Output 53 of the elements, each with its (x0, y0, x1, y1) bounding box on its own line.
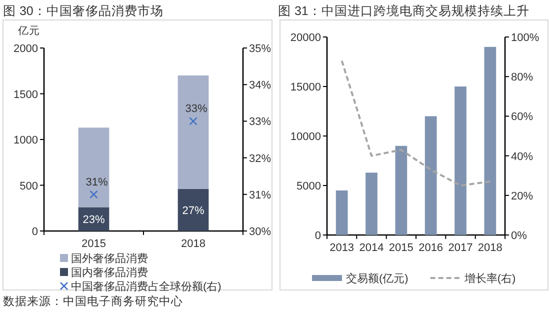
y2-tick-label: 80% (511, 72, 534, 84)
y-tick-label: 1000 (14, 134, 38, 146)
y2-tick-label: 100% (511, 32, 540, 44)
x-tick-label: 2018 (478, 242, 502, 254)
x-tick-label: 2016 (418, 242, 444, 254)
legend-label: 交易额(亿元) (346, 272, 408, 285)
y-tick-label: 500 (20, 180, 38, 192)
chart-title: 图 30：中国奢侈品消费市场 (3, 4, 164, 18)
y2-tick-label: 0% (511, 230, 528, 242)
source-note: 数据来源：中国电子商务研究中心 (3, 294, 183, 308)
bar (454, 86, 466, 235)
y-tick-label: 20000 (290, 32, 321, 44)
y-tick-label: 0 (314, 230, 321, 242)
y-tick-label: 2000 (14, 43, 38, 55)
y2-tick-label: 30% (249, 226, 272, 238)
annotation: 23% (82, 214, 105, 226)
annotation: 27% (182, 204, 204, 217)
bar (78, 128, 110, 208)
data-label: 31% (86, 176, 108, 188)
x-tick-label: 2013 (330, 242, 354, 254)
y-tick-label: 0 (32, 226, 38, 238)
y2-tick-label: 40% (511, 150, 534, 163)
chart-title: 图 31：中国进口跨境电商交易规模持续上升 (278, 3, 530, 18)
y-axis-title: 亿元 (17, 25, 40, 37)
x-tick-label: 2018 (181, 238, 206, 250)
y2-tick-label: 34% (249, 80, 272, 92)
bar (336, 190, 348, 235)
x-tick-label: 2017 (448, 242, 473, 254)
y2-tick-label: 20% (511, 190, 534, 202)
y-tick-label: 5000 (296, 180, 321, 192)
y-tick-label: 1500 (14, 88, 38, 101)
y2-tick-label: 31% (249, 189, 272, 202)
line-series (340, 60, 492, 186)
bar (395, 146, 408, 235)
bar (178, 75, 209, 189)
bar (178, 188, 209, 231)
bar (366, 172, 378, 235)
bar (484, 46, 496, 235)
y-tick-label: 15000 (290, 82, 321, 94)
data-label: 33% (185, 103, 208, 116)
bar (424, 116, 437, 235)
x-tick-label: 2015 (82, 238, 106, 250)
legend-label: 国内奢侈品消费 (71, 266, 148, 279)
y2-tick-label: 60% (511, 111, 534, 124)
legend-label: 中国奢侈品消费占全球份额(右) (71, 280, 222, 293)
x-tick-label: 2014 (359, 242, 384, 254)
x-tick-label: 2015 (388, 242, 414, 254)
y2-tick-label: 35% (249, 43, 272, 55)
y2-tick-label: 32% (249, 152, 272, 165)
y2-tick-label: 33% (249, 116, 272, 128)
y-tick-label: 10000 (290, 131, 321, 143)
legend-label: 国外奢侈品消费 (71, 252, 148, 265)
legend-label: 增长率(右) (463, 272, 516, 285)
